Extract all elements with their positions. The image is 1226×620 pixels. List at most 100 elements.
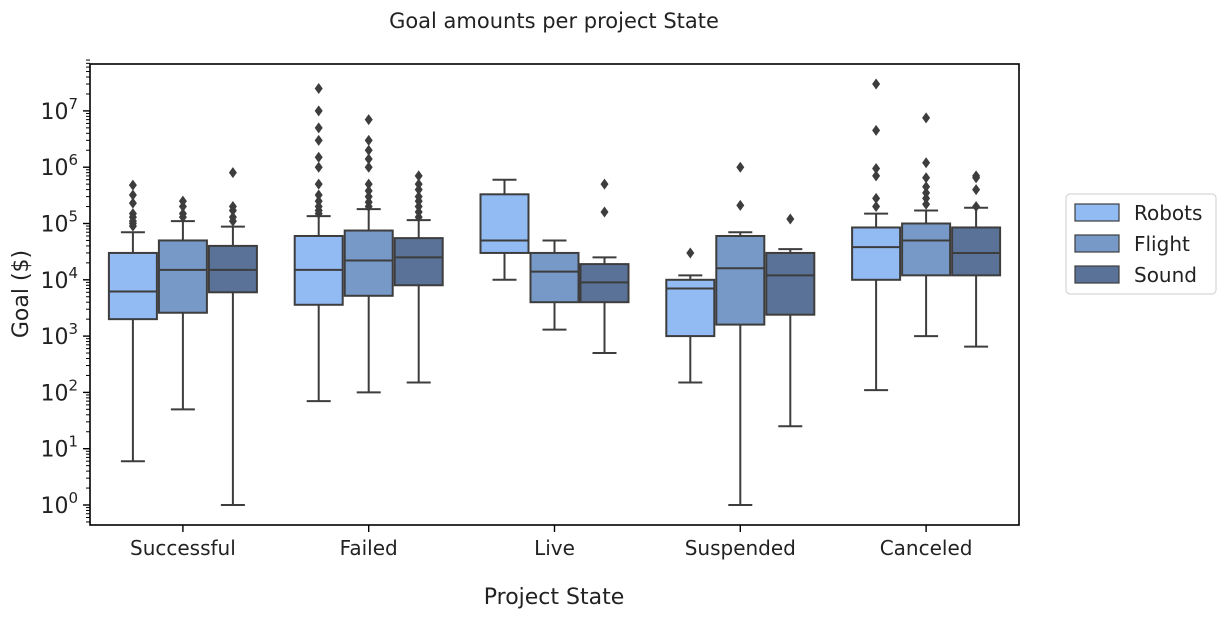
y-tick-exponent: 5 <box>68 208 78 226</box>
legend-swatch-sound <box>1074 265 1120 284</box>
iqr-box <box>715 234 766 326</box>
y-tick-exponent: 4 <box>68 264 78 282</box>
y-tick-label: 103 <box>40 320 78 350</box>
y-tick-label: 106 <box>40 151 78 181</box>
outlier-marker <box>228 211 237 223</box>
outlier-marker <box>364 191 373 203</box>
outlier-marker <box>972 170 981 182</box>
iqr-box <box>343 229 394 297</box>
outlier-marker <box>314 122 323 134</box>
outlier-marker <box>128 189 137 201</box>
outlier-marker <box>314 82 323 94</box>
outlier-marker <box>414 178 423 190</box>
box-robots-canceled <box>851 78 902 392</box>
outlier-marker <box>872 192 881 204</box>
outlier-marker <box>314 134 323 146</box>
box-robots-live <box>479 178 530 281</box>
outlier-marker <box>314 105 323 117</box>
outlier-marker <box>128 208 137 220</box>
y-tick-label: 102 <box>40 376 78 406</box>
outlier-marker <box>128 179 137 191</box>
iqr-box <box>107 251 158 321</box>
box-robots-successful <box>107 179 158 463</box>
outlier-marker <box>922 198 931 210</box>
iqr-box <box>951 226 1002 277</box>
y-tick-exponent: 7 <box>68 95 78 113</box>
plot-area <box>107 78 1002 506</box>
outlier-marker <box>314 161 323 173</box>
outlier-marker <box>364 161 373 173</box>
iqr-box <box>765 251 816 316</box>
outlier-marker <box>364 134 373 146</box>
box-sound-canceled <box>951 170 1002 348</box>
outlier-marker <box>178 195 187 207</box>
x-tick-label: Failed <box>340 536 398 560</box>
legend-swatch-robots <box>1074 203 1120 222</box>
x-axis: Successful Failed Live Suspended Canceled <box>130 525 972 560</box>
legend-swatch-flight <box>1074 234 1120 253</box>
box-flight-canceled <box>901 112 952 338</box>
y-tick-exponent: 1 <box>68 433 78 451</box>
outlier-marker <box>364 185 373 197</box>
box-robots-failed <box>293 82 344 403</box>
outlier-marker <box>414 170 423 182</box>
outlier-marker <box>686 247 695 259</box>
outlier-marker <box>922 181 931 193</box>
box-sound-suspended <box>765 213 816 428</box>
box-sound-successful <box>207 167 258 506</box>
legend-label-sound: Sound <box>1134 263 1197 287</box>
outlier-marker <box>228 167 237 179</box>
box-flight-successful <box>157 195 208 411</box>
legend-label-flight: Flight <box>1134 232 1190 256</box>
outlier-marker <box>922 112 931 124</box>
y-tick-label: 101 <box>40 433 78 463</box>
outlier-marker <box>314 178 323 190</box>
y-axis-label: Goal ($) <box>9 250 34 338</box>
outlier-marker <box>872 162 881 174</box>
outlier-marker <box>922 172 931 184</box>
outlier-marker <box>178 208 187 220</box>
outlier-marker <box>736 199 745 211</box>
iqr-box <box>479 193 530 254</box>
outlier-marker <box>600 178 609 190</box>
y-tick-label: 105 <box>40 208 78 238</box>
legend-label-robots: Robots <box>1134 201 1202 225</box>
x-axis-label: Project State <box>484 585 625 610</box>
y-axis: 100 101 102 103 104 105 106 1 0 7 <box>40 59 90 523</box>
outlier-marker <box>364 144 373 156</box>
legend: Robots Flight Sound <box>1065 193 1217 295</box>
outlier-marker <box>872 78 881 90</box>
chart-title: Goal amounts per project State <box>389 9 719 33</box>
outlier-marker <box>128 197 137 209</box>
outlier-marker <box>922 157 931 169</box>
y-tick-label: 100 <box>40 489 78 519</box>
outlier-marker <box>872 124 881 136</box>
box-robots-suspended <box>665 247 716 384</box>
outlier-marker <box>364 153 373 165</box>
y-tick-exponent: 2 <box>68 376 78 394</box>
box-sound-failed <box>393 170 444 384</box>
iqr-box <box>157 239 208 314</box>
y-tick-label: 104 <box>40 264 78 294</box>
outlier-marker <box>786 213 795 225</box>
x-tick-label: Suspended <box>685 536 796 560</box>
outlier-marker <box>736 161 745 173</box>
outlier-marker <box>314 189 323 201</box>
x-tick-label: Live <box>534 536 575 560</box>
box-sound-live <box>579 178 630 355</box>
box-flight-suspended <box>715 161 766 506</box>
x-tick-label: Canceled <box>880 536 973 560</box>
iqr-box <box>529 251 580 304</box>
outlier-marker <box>972 184 981 196</box>
outlier-marker <box>872 201 881 213</box>
outlier-marker <box>314 195 323 207</box>
outlier-marker <box>414 191 423 203</box>
outlier-marker <box>364 114 373 126</box>
box-flight-failed <box>343 114 394 394</box>
y-tick-exponent: 6 <box>68 151 78 169</box>
outlier-marker <box>922 187 931 199</box>
outlier-marker <box>972 201 981 213</box>
outlier-marker <box>364 178 373 190</box>
y-tick-exponent: 0 <box>68 489 78 507</box>
